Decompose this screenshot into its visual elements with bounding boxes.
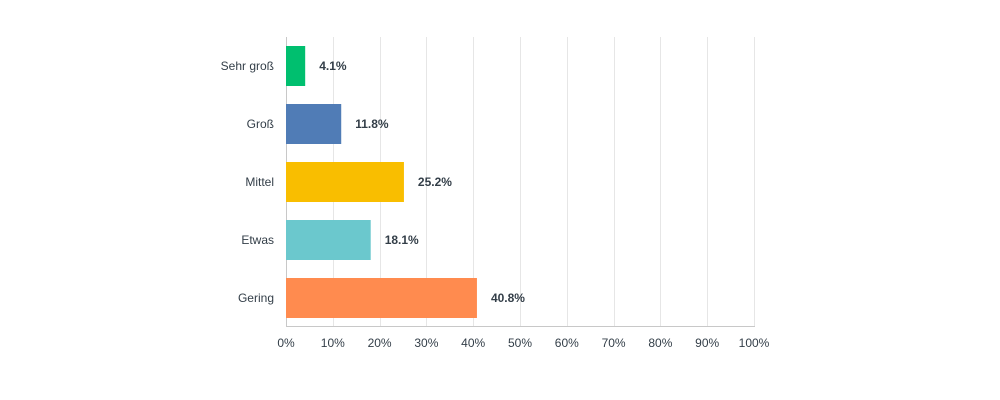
labels-layer: Sehr groß 4.1% Groß 11.8% Mittel 25.2% Etwas 18…: [221, 59, 526, 305]
x-tick-label: 90%: [695, 336, 719, 350]
value-label: 40.8%: [491, 291, 525, 305]
value-label: 18.1%: [385, 233, 419, 247]
value-label: 4.1%: [319, 59, 347, 73]
x-tick-label: 0%: [277, 336, 295, 350]
value-label: 25.2%: [418, 175, 452, 189]
x-tick-label: 10%: [321, 336, 345, 350]
x-tick-label: 60%: [555, 336, 579, 350]
x-tick-label: 50%: [508, 336, 532, 350]
category-label: Sehr groß: [221, 59, 274, 73]
category-label: Mittel: [245, 175, 274, 189]
x-tick-label: 70%: [602, 336, 626, 350]
category-label: Groß: [247, 117, 274, 131]
category-label: Gering: [238, 291, 274, 305]
x-tick-label: 30%: [414, 336, 438, 350]
x-tick-label: 40%: [461, 336, 485, 350]
bar: [286, 220, 371, 260]
bar: [286, 162, 404, 202]
category-label: Etwas: [241, 233, 274, 247]
bars-layer: [286, 46, 477, 318]
bar: [286, 46, 306, 86]
value-label: 11.8%: [355, 117, 389, 131]
x-axis-ticks: 0% 10% 20% 30% 40% 50% 60% 70% 80% 90% 100%: [277, 336, 769, 350]
bar: [286, 278, 477, 318]
x-tick-label: 80%: [648, 336, 672, 350]
x-tick-label: 100%: [739, 336, 770, 350]
x-tick-label: 20%: [368, 336, 392, 350]
bar: [286, 104, 342, 144]
